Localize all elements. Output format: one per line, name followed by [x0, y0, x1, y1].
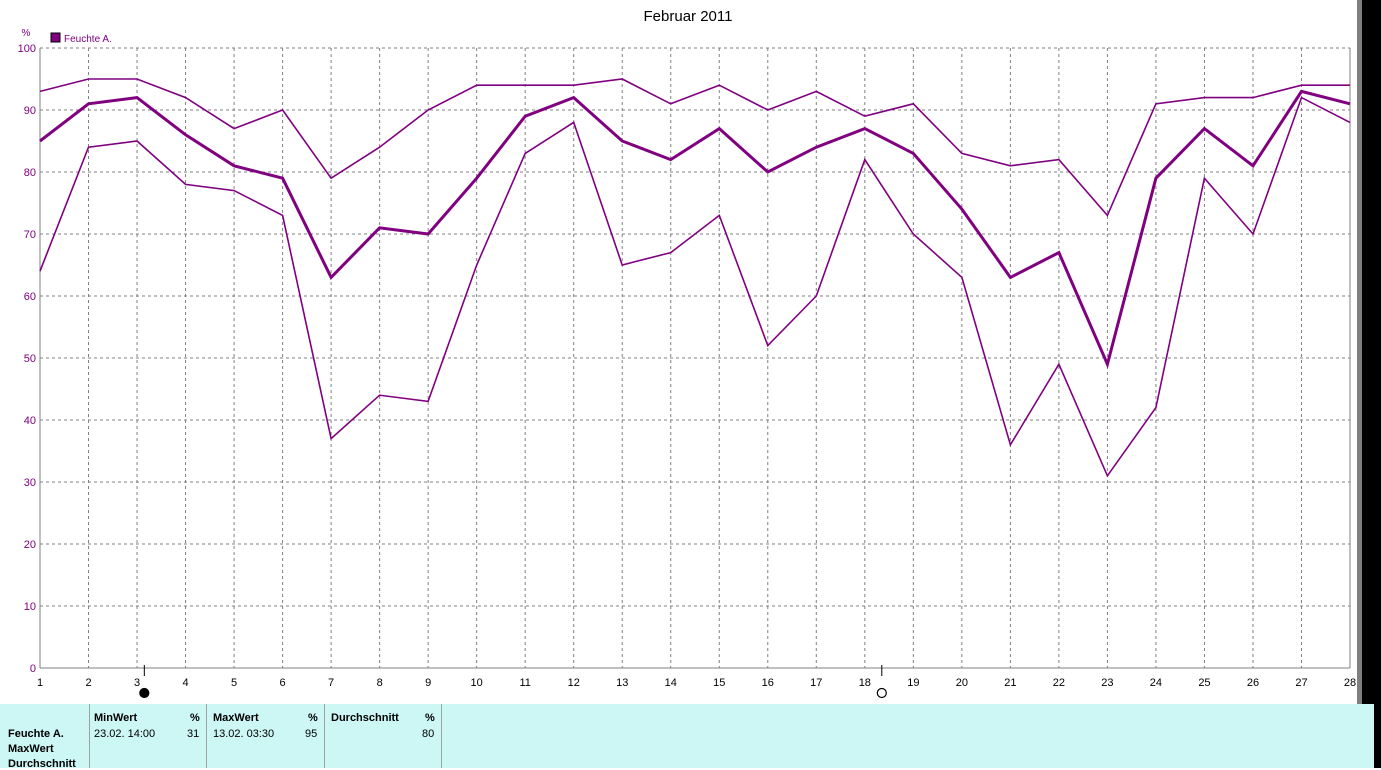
min-date: 23.02. 14:00	[94, 728, 156, 740]
x-tick-label: 12	[568, 677, 580, 689]
y-tick-label: 90	[24, 105, 36, 117]
x-tick-label: 11	[519, 677, 530, 689]
row-label-maxwert: MaxWert	[8, 743, 54, 755]
stats-col-max: MaxWert % 13.02. 03:30 95	[206, 704, 324, 768]
x-tick-label: 26	[1247, 677, 1259, 689]
x-tick-label: 9	[425, 677, 431, 689]
x-tick-label: 24	[1150, 677, 1162, 689]
x-tick-label: 19	[907, 677, 919, 689]
x-tick-label: 16	[762, 677, 774, 689]
min-header: MinWert	[94, 712, 138, 724]
avg-header: Durchschnitt	[331, 712, 399, 724]
y-tick-label: 50	[24, 353, 36, 365]
row-label-feuchte: Feuchte A.	[8, 728, 64, 740]
x-tick-label: 2	[85, 677, 91, 689]
x-tick-label: 14	[665, 677, 677, 689]
min-unit: %	[190, 712, 200, 724]
y-tick-label: 10	[24, 601, 36, 613]
x-tick-label: 5	[231, 677, 237, 689]
y-tick-label: 0	[30, 663, 36, 675]
new-moon-icon	[139, 687, 150, 699]
window-edge-bottom	[1374, 704, 1381, 768]
x-tick-label: 10	[471, 677, 483, 689]
x-tick-label: 25	[1198, 677, 1210, 689]
x-tick-label: 8	[377, 677, 383, 689]
x-tick-label: 13	[616, 677, 628, 689]
x-tick-label: 3	[134, 677, 140, 689]
series-line	[39, 89, 1351, 369]
max-unit: %	[308, 712, 318, 724]
x-tick-label: 28	[1344, 677, 1356, 689]
stats-panel: Feuchte A. MaxWert Durchschnitt MinWert …	[0, 704, 1374, 770]
y-tick-label: 30	[24, 477, 36, 489]
y-tick-label: 40	[24, 415, 36, 427]
y-tick-label: 60	[24, 291, 36, 303]
avg-unit: %	[425, 712, 435, 724]
x-tick-label: 23	[1101, 677, 1113, 689]
row-label-durchschnitt: Durchschnitt	[8, 758, 76, 770]
x-tick-label: 4	[182, 677, 188, 689]
stats-col-avg: Durchschnitt % 80	[324, 704, 442, 768]
x-tick-label: 22	[1053, 677, 1065, 689]
stats-col-end	[441, 704, 443, 768]
series-line	[39, 96, 1351, 478]
y-tick-label: 20	[24, 539, 36, 551]
max-value: 95	[305, 728, 318, 740]
x-tick-label: 1	[37, 677, 43, 689]
x-tick-label: 17	[810, 677, 822, 689]
y-axis-unit: %	[22, 28, 31, 39]
window-edge-shadow	[1357, 0, 1362, 705]
full-moon-icon	[876, 687, 887, 699]
series-line	[39, 78, 1350, 217]
avg-value: 80	[422, 728, 435, 740]
stats-col-min: MinWert % 23.02. 14:00 31	[89, 704, 206, 768]
moon-markers	[139, 665, 887, 699]
legend-label: Feuchte A.	[64, 34, 112, 45]
x-tick-label: 21	[1004, 677, 1016, 689]
chart-title: Februar 2011	[644, 8, 733, 25]
max-date: 13.02. 03:30	[213, 728, 275, 740]
y-tick-label: 100	[18, 43, 36, 55]
y-tick-label: 70	[24, 229, 36, 241]
x-tick-label: 18	[859, 677, 871, 689]
humidity-chart: Februar 2011 % Feuchte A. 0 10 20 30 40 50 60 7…	[18, 8, 1356, 699]
grid	[40, 47, 1351, 668]
y-tick-label: 80	[24, 167, 36, 179]
legend-swatch	[50, 32, 61, 43]
series-lines	[39, 78, 1351, 478]
x-tick-label: 15	[713, 677, 725, 689]
x-tick-label: 20	[956, 677, 968, 689]
max-header: MaxWert	[213, 712, 259, 724]
x-tick-label: 7	[328, 677, 334, 689]
x-tick-label: 27	[1295, 677, 1307, 689]
x-tick-label: 6	[280, 677, 286, 689]
min-value: 31	[187, 728, 200, 740]
